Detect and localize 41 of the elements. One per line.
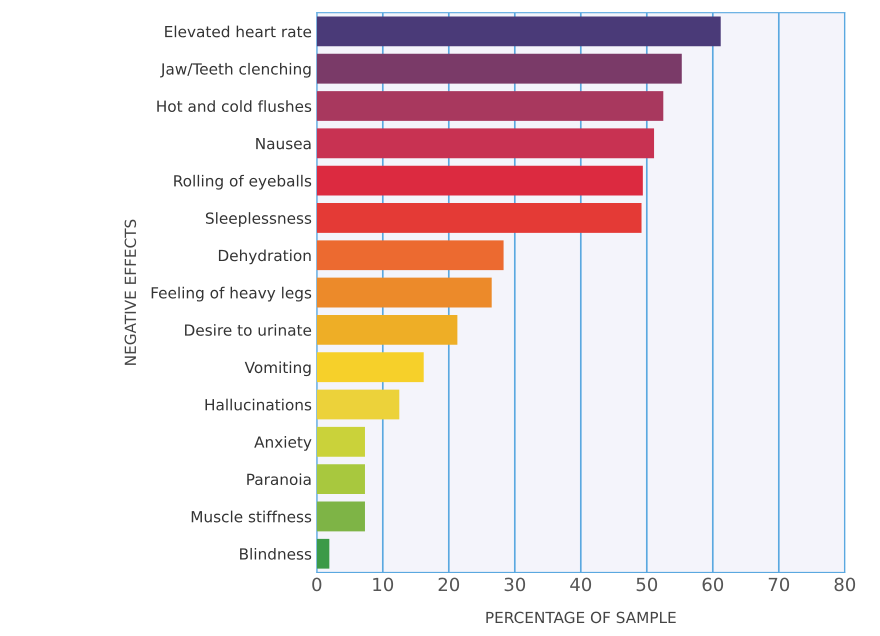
bar: [316, 278, 492, 308]
y-tick-label: Paranoia: [247, 473, 311, 486]
x-tick-label: 20: [438, 578, 460, 592]
y-tick-label: Hallucinations: [206, 398, 312, 411]
bar: [316, 502, 365, 532]
y-tick-label: Hot and cold flushes: [157, 100, 312, 112]
x-tick-label: 70: [768, 578, 790, 592]
bar: [316, 203, 642, 233]
x-axis-title: PERCENTAGE OF SAMPLE: [486, 612, 676, 624]
bar: [316, 352, 424, 382]
bar: [316, 464, 365, 494]
x-tick-label: 40: [570, 578, 592, 592]
y-tick-label: Blindness: [240, 548, 312, 560]
x-tick-label: 10: [373, 578, 394, 592]
bar: [316, 166, 643, 196]
y-tick-label: Feeling of heavy legs: [152, 286, 312, 302]
bar: [316, 426, 365, 457]
bar: [316, 128, 654, 158]
y-tick-label: Vomiting: [244, 361, 311, 376]
bar: [316, 240, 504, 270]
bar: [316, 54, 682, 84]
y-tick-label: Nausea: [256, 138, 311, 150]
bar: [316, 314, 458, 345]
y-tick-label: Desire to urinate: [185, 324, 312, 336]
x-tick-label: 60: [702, 578, 724, 592]
y-axis-title: NEGATIVE EFFECTS: [124, 220, 136, 365]
bar: [316, 538, 330, 569]
x-tick-label: 30: [504, 578, 526, 592]
x-tick-label: 80: [834, 578, 856, 592]
y-tick-label: Rolling of eyeballs: [174, 174, 312, 190]
bar: [316, 390, 400, 420]
x-tick-label: 0: [312, 578, 322, 592]
y-tick-label: Elevated heart rate: [165, 26, 312, 38]
y-tick-label: Sleeplessness: [206, 212, 312, 227]
y-tick-label: Anxiety: [254, 436, 312, 451]
y-tick-label: Dehydration: [218, 249, 311, 264]
y-tick-label: Muscle stiffness: [192, 510, 312, 522]
bar: [316, 91, 664, 121]
y-tick-label: Jaw/Teeth clenching: [160, 62, 311, 78]
bar: [316, 16, 721, 46]
x-tick-label: 50: [636, 578, 658, 592]
